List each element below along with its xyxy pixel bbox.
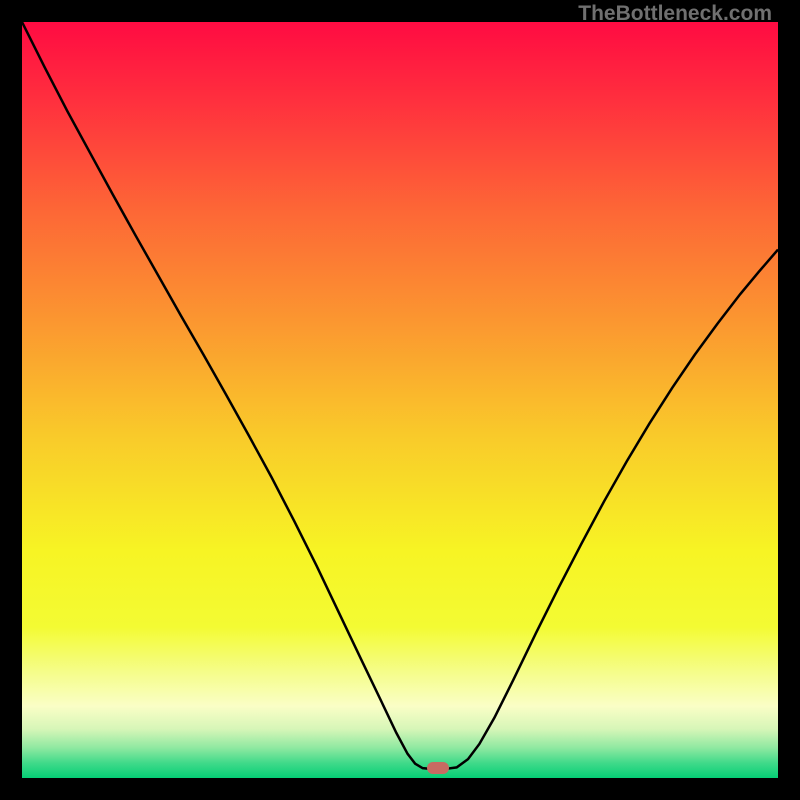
curve-path bbox=[22, 22, 778, 769]
plot-area bbox=[22, 22, 778, 778]
chart-container: TheBottleneck.com bbox=[0, 0, 800, 800]
minimum-marker bbox=[427, 762, 449, 774]
bottleneck-curve bbox=[22, 22, 778, 778]
